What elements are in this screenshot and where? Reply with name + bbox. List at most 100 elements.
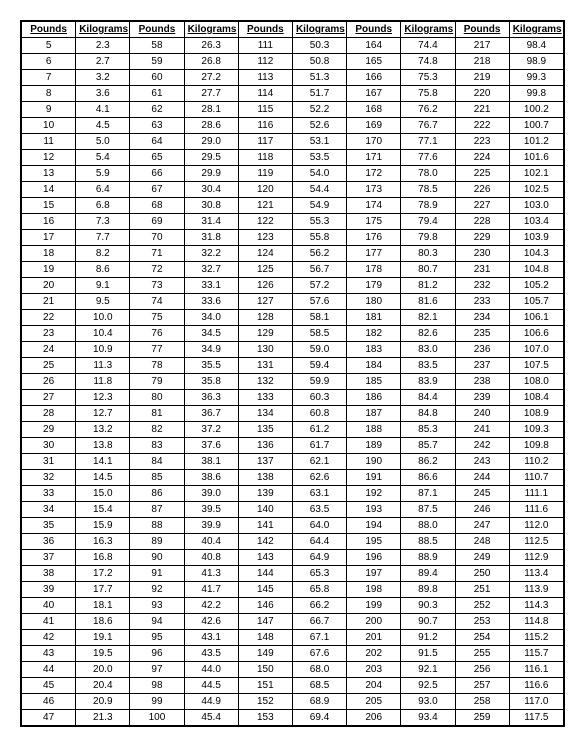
table-cell: 64.9 — [292, 550, 346, 566]
table-cell: 36.7 — [184, 406, 238, 422]
table-cell: 66 — [130, 166, 184, 182]
table-row: 62.75926.811250.816574.821898.9 — [22, 54, 564, 70]
table-row: 167.36931.412255.317579.4228103.4 — [22, 214, 564, 230]
table-cell: 10.0 — [76, 310, 130, 326]
table-cell: 5 — [22, 38, 76, 54]
table-cell: 20.9 — [76, 694, 130, 710]
table-cell: 146 — [238, 598, 292, 614]
table-cell: 124 — [238, 246, 292, 262]
table-cell: 222 — [455, 118, 509, 134]
table-cell: 28.6 — [184, 118, 238, 134]
table-cell: 186 — [347, 390, 401, 406]
table-cell: 81 — [130, 406, 184, 422]
table-cell: 85.7 — [401, 438, 455, 454]
table-cell: 53.5 — [292, 150, 346, 166]
table-cell: 86 — [130, 486, 184, 502]
table-cell: 89.4 — [401, 566, 455, 582]
column-header: Pounds — [238, 22, 292, 38]
table-row: 2812.78136.713460.818784.8240108.9 — [22, 406, 564, 422]
table-cell: 6 — [22, 54, 76, 70]
table-row: 146.46730.412054.417378.5226102.5 — [22, 182, 564, 198]
table-cell: 78.0 — [401, 166, 455, 182]
table-cell: 84.4 — [401, 390, 455, 406]
table-cell: 67.1 — [292, 630, 346, 646]
table-cell: 87.5 — [401, 502, 455, 518]
table-cell: 29.9 — [184, 166, 238, 182]
table-cell: 69.4 — [292, 710, 346, 726]
table-cell: 129 — [238, 326, 292, 342]
table-cell: 153 — [238, 710, 292, 726]
conversion-table: PoundsKilogramsPoundsKilogramsPoundsKilo… — [21, 21, 564, 726]
table-cell: 74.4 — [401, 38, 455, 54]
table-cell: 33.6 — [184, 294, 238, 310]
table-cell: 61.7 — [292, 438, 346, 454]
table-cell: 103.9 — [509, 230, 563, 246]
column-header: Pounds — [130, 22, 184, 38]
table-cell: 31.8 — [184, 230, 238, 246]
table-cell: 10.9 — [76, 342, 130, 358]
table-cell: 116.1 — [509, 662, 563, 678]
table-cell: 35 — [22, 518, 76, 534]
table-cell: 72 — [130, 262, 184, 278]
table-cell: 181 — [347, 310, 401, 326]
table-cell: 67 — [130, 182, 184, 198]
table-cell: 82 — [130, 422, 184, 438]
table-cell: 206 — [347, 710, 401, 726]
table-cell: 110.7 — [509, 470, 563, 486]
table-cell: 50.3 — [292, 38, 346, 54]
table-cell: 13.2 — [76, 422, 130, 438]
table-cell: 67.6 — [292, 646, 346, 662]
table-cell: 111 — [238, 38, 292, 54]
table-cell: 8.6 — [76, 262, 130, 278]
table-cell: 116 — [238, 118, 292, 134]
table-cell: 112 — [238, 54, 292, 70]
table-cell: 60.8 — [292, 406, 346, 422]
table-cell: 18.1 — [76, 598, 130, 614]
table-cell: 35.5 — [184, 358, 238, 374]
table-cell: 226 — [455, 182, 509, 198]
table-cell: 104.3 — [509, 246, 563, 262]
table-cell: 83.9 — [401, 374, 455, 390]
table-cell: 246 — [455, 502, 509, 518]
table-row: 104.56328.611652.616976.7222100.7 — [22, 118, 564, 134]
table-cell: 51.7 — [292, 86, 346, 102]
table-cell: 135 — [238, 422, 292, 438]
table-cell: 6.8 — [76, 198, 130, 214]
table-cell: 44.9 — [184, 694, 238, 710]
table-cell: 84 — [130, 454, 184, 470]
table-cell: 17.7 — [76, 582, 130, 598]
table-cell: 45 — [22, 678, 76, 694]
table-cell: 34.9 — [184, 342, 238, 358]
table-cell: 43.1 — [184, 630, 238, 646]
table-cell: 51.3 — [292, 70, 346, 86]
table-cell: 14.5 — [76, 470, 130, 486]
table-cell: 100.7 — [509, 118, 563, 134]
table-cell: 28.1 — [184, 102, 238, 118]
table-cell: 30.4 — [184, 182, 238, 198]
table-cell: 184 — [347, 358, 401, 374]
table-row: 2210.07534.012858.118182.1234106.1 — [22, 310, 564, 326]
table-cell: 59.9 — [292, 374, 346, 390]
table-cell: 42.6 — [184, 614, 238, 630]
table-cell: 79.4 — [401, 214, 455, 230]
table-cell: 144 — [238, 566, 292, 582]
table-cell: 201 — [347, 630, 401, 646]
table-row: 4018.19342.214666.219990.3252114.3 — [22, 598, 564, 614]
table-cell: 38 — [22, 566, 76, 582]
table-cell: 3.6 — [76, 86, 130, 102]
table-cell: 174 — [347, 198, 401, 214]
table-cell: 13 — [22, 166, 76, 182]
table-row: 3917.79241.714565.819889.8251113.9 — [22, 582, 564, 598]
table-cell: 56.7 — [292, 262, 346, 278]
table-cell: 231 — [455, 262, 509, 278]
table-cell: 115.7 — [509, 646, 563, 662]
table-cell: 37.2 — [184, 422, 238, 438]
table-cell: 17 — [22, 230, 76, 246]
table-cell: 76.7 — [401, 118, 455, 134]
table-cell: 5.0 — [76, 134, 130, 150]
table-cell: 78 — [130, 358, 184, 374]
table-cell: 202 — [347, 646, 401, 662]
table-cell: 52.2 — [292, 102, 346, 118]
table-cell: 32.2 — [184, 246, 238, 262]
table-cell: 79.8 — [401, 230, 455, 246]
